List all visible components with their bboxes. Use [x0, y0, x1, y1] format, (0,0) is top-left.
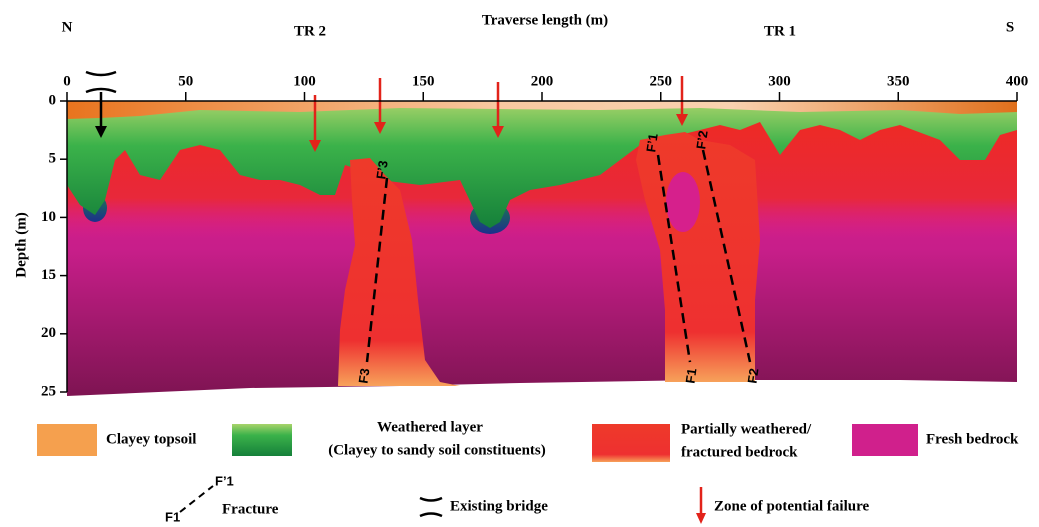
- y-tick-label: 0: [49, 92, 57, 108]
- legend-label: Fresh bedrock: [926, 431, 1019, 447]
- y-tick-label: 15: [41, 267, 56, 283]
- x-tick-label: 0: [63, 73, 71, 89]
- x-tick-label: 100: [293, 73, 316, 89]
- legend-label: Existing bridge: [450, 498, 548, 514]
- compass-north: N: [62, 19, 73, 35]
- legend-label: Partially weathered/: [681, 421, 812, 437]
- arrow-head: [696, 513, 706, 524]
- bridge-legend-icon: [420, 498, 442, 516]
- axis-title: Traverse length (m): [482, 12, 608, 28]
- swatch-partial: [592, 424, 670, 462]
- legend-label: fractured bedrock: [681, 444, 798, 460]
- figure: F’3 F3 F’1 F1 F’2 F2 Traverse length (m)…: [0, 0, 1039, 527]
- swatch-bedrock: [852, 424, 918, 456]
- fracture-icon-label: F1: [165, 509, 180, 524]
- y-tick-label: 25: [41, 383, 56, 399]
- fracture-bottom: F1: [682, 367, 699, 384]
- traverse-label: TR 2: [294, 23, 326, 39]
- y-axis-title: Depth (m): [13, 212, 29, 277]
- y-tick-label: 10: [41, 209, 56, 225]
- swatch-topsoil: [37, 424, 97, 456]
- fracture-icon: [180, 486, 213, 512]
- x-tick-label: 150: [412, 73, 435, 89]
- x-tick-label: 200: [531, 73, 554, 89]
- x-tick-label: 250: [650, 73, 673, 89]
- fracture-top: F’3: [373, 160, 390, 181]
- fracture-icon-label: F’1: [215, 473, 234, 488]
- x-tick-label: 350: [887, 73, 910, 89]
- compass-south: S: [1006, 19, 1014, 35]
- legend-label: Weathered layer: [377, 419, 483, 435]
- y-tick-label: 20: [41, 325, 56, 341]
- legend: Clayey topsoil Weathered layer (Clayey t…: [37, 419, 1019, 524]
- x-tick-label: 50: [178, 73, 193, 89]
- y-tick-label: 5: [49, 151, 57, 167]
- swatch-weathered: [232, 424, 292, 456]
- legend-label: Zone of potential failure: [714, 498, 869, 514]
- legend-label: Clayey topsoil: [106, 431, 196, 447]
- bridge-icon: [86, 72, 116, 92]
- section: F’3 F3 F’1 F1 F’2 F2: [67, 72, 1017, 396]
- fracture-bottom: F3: [355, 367, 372, 384]
- legend-label: Fracture: [222, 501, 279, 517]
- bedrock-core: [666, 172, 700, 232]
- traverse-label: TR 1: [764, 23, 796, 39]
- x-tick-label: 400: [1006, 73, 1029, 89]
- x-tick-label: 300: [768, 73, 791, 89]
- fracture-top: F’2: [693, 130, 710, 151]
- legend-label: (Clayey to sandy soil constituents): [328, 442, 546, 458]
- fracture-top: F’1: [643, 133, 660, 154]
- fracture-bottom: F2: [744, 367, 761, 384]
